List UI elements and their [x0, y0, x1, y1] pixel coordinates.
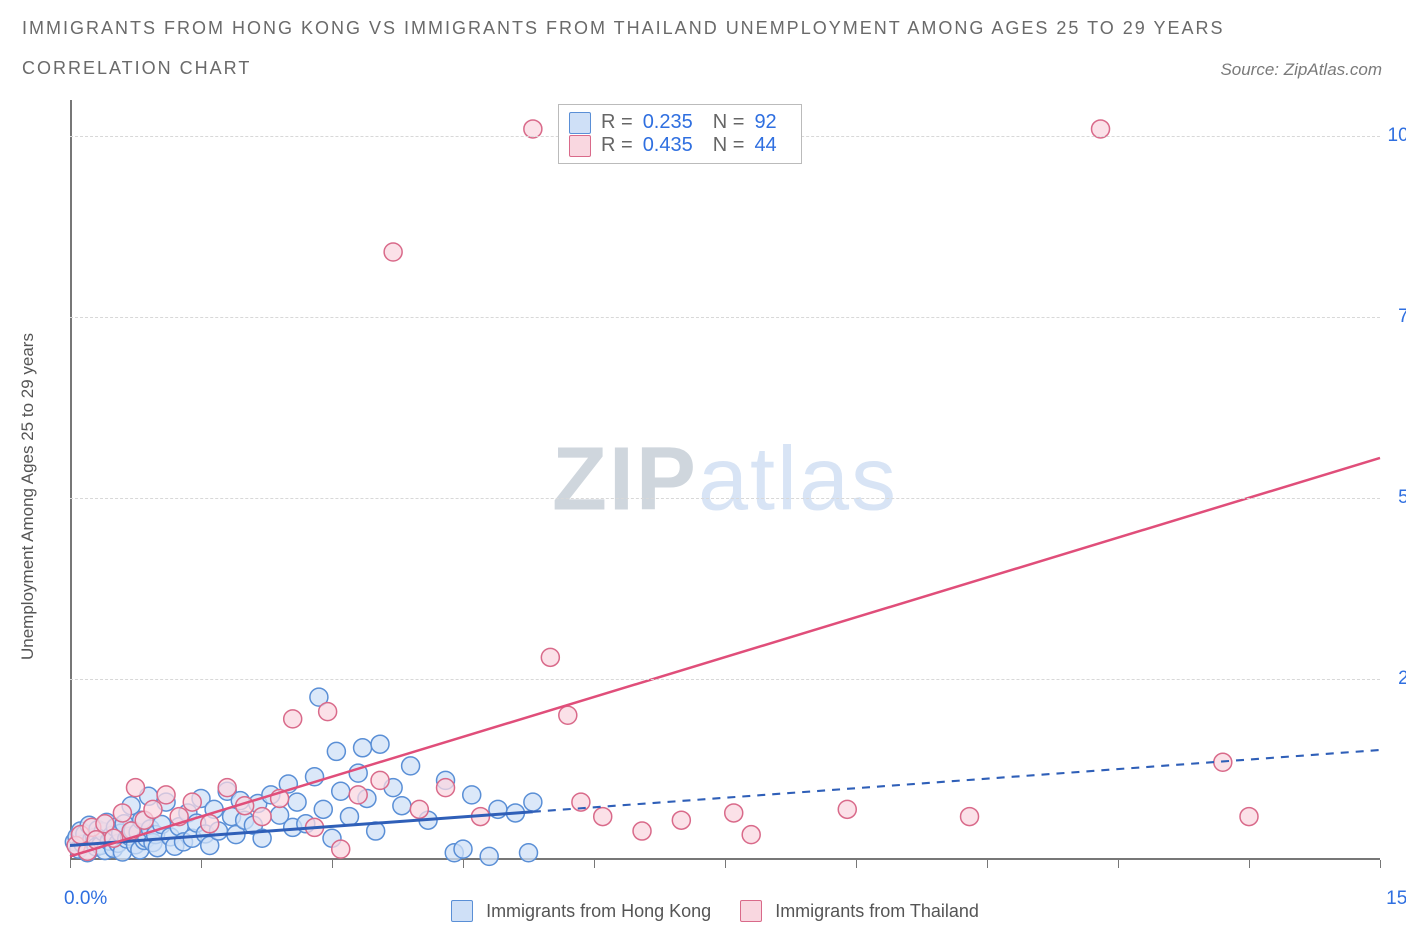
scatter-point-th: [961, 808, 979, 826]
stats-row-hk: R = 0.235 N = 92: [569, 111, 787, 134]
scatter-point-hk: [327, 742, 345, 760]
stats-N-label: N =: [713, 111, 745, 134]
scatter-point-th: [541, 648, 559, 666]
stats-R-th: 0.435: [643, 134, 693, 157]
scatter-point-th: [319, 703, 337, 721]
scatter-svg: [70, 100, 1380, 860]
scatter-point-th: [113, 804, 131, 822]
scatter-point-hk: [371, 735, 389, 753]
scatter-point-th: [384, 243, 402, 261]
trendline-dashed-hk: [533, 750, 1380, 812]
scatter-point-hk: [520, 844, 538, 862]
stats-R-hk: 0.235: [643, 111, 693, 134]
scatter-point-hk: [480, 847, 498, 865]
chart-plot-area: ZIPatlas 25.0%50.0%75.0%100.0%0.0%15.0%: [70, 100, 1380, 860]
x-tick: [594, 860, 595, 868]
scatter-point-th: [672, 811, 690, 829]
scatter-point-hk: [393, 797, 411, 815]
scatter-point-th: [371, 771, 389, 789]
scatter-point-th: [144, 800, 162, 818]
stats-N-label2: N =: [713, 134, 745, 157]
stats-row-th: R = 0.435 N = 44: [569, 134, 787, 157]
scatter-point-th: [253, 808, 271, 826]
gridline-h: [70, 317, 1380, 318]
scatter-point-hk: [332, 782, 350, 800]
scatter-point-hk: [402, 757, 420, 775]
scatter-point-th: [725, 804, 743, 822]
x-tick: [70, 860, 71, 868]
x-tick: [332, 860, 333, 868]
y-tick-label: 75.0%: [1398, 306, 1406, 328]
bottom-legend: Immigrants from Hong Kong Immigrants fro…: [0, 900, 1406, 922]
scatter-point-hk: [454, 840, 472, 858]
scatter-point-th: [183, 793, 201, 811]
gridline-h: [70, 679, 1380, 680]
stats-N-th: 44: [754, 134, 776, 157]
x-tick: [201, 860, 202, 868]
trendline-solid-th: [70, 458, 1380, 856]
scatter-point-th: [349, 786, 367, 804]
stats-swatch-th: [569, 135, 591, 157]
scatter-point-th: [594, 808, 612, 826]
gridline-h: [70, 498, 1380, 499]
scatter-point-th: [284, 710, 302, 728]
y-tick-label: 50.0%: [1398, 487, 1406, 509]
scatter-point-th: [1240, 808, 1258, 826]
scatter-point-th: [559, 706, 577, 724]
x-tick: [1380, 860, 1381, 868]
chart-title-line1: IMMIGRANTS FROM HONG KONG VS IMMIGRANTS …: [22, 18, 1225, 39]
scatter-point-th: [332, 840, 350, 858]
x-tick: [1249, 860, 1250, 868]
x-tick: [463, 860, 464, 868]
chart-title-line2: CORRELATION CHART: [22, 58, 251, 79]
y-tick-label: 100.0%: [1388, 125, 1406, 147]
scatter-point-hk: [524, 793, 542, 811]
scatter-point-th: [201, 815, 219, 833]
scatter-point-hk: [314, 800, 332, 818]
scatter-point-hk: [354, 739, 372, 757]
legend-swatch-th: [740, 900, 762, 922]
scatter-point-th: [742, 826, 760, 844]
scatter-point-hk: [340, 808, 358, 826]
y-axis-title: Unemployment Among Ages 25 to 29 years: [18, 333, 38, 660]
stats-R-label: R =: [601, 111, 633, 134]
stats-swatch-hk: [569, 112, 591, 134]
scatter-point-th: [437, 779, 455, 797]
source-attribution: Source: ZipAtlas.com: [1220, 60, 1382, 80]
x-tick: [987, 860, 988, 868]
x-tick: [1118, 860, 1119, 868]
scatter-point-th: [127, 779, 145, 797]
scatter-point-hk: [463, 786, 481, 804]
scatter-point-th: [218, 779, 236, 797]
legend-label-th: Immigrants from Thailand: [775, 901, 979, 921]
x-tick: [856, 860, 857, 868]
scatter-point-th: [838, 800, 856, 818]
stats-legend-box: R = 0.235 N = 92 R = 0.435 N = 44: [558, 104, 802, 164]
scatter-point-th: [410, 800, 428, 818]
scatter-point-th: [633, 822, 651, 840]
legend-swatch-hk: [451, 900, 473, 922]
stats-R-label2: R =: [601, 134, 633, 157]
scatter-point-th: [157, 786, 175, 804]
scatter-point-hk: [288, 793, 306, 811]
legend-label-hk: Immigrants from Hong Kong: [486, 901, 711, 921]
stats-N-hk: 92: [754, 111, 776, 134]
y-tick-label: 25.0%: [1398, 668, 1406, 690]
x-tick: [725, 860, 726, 868]
